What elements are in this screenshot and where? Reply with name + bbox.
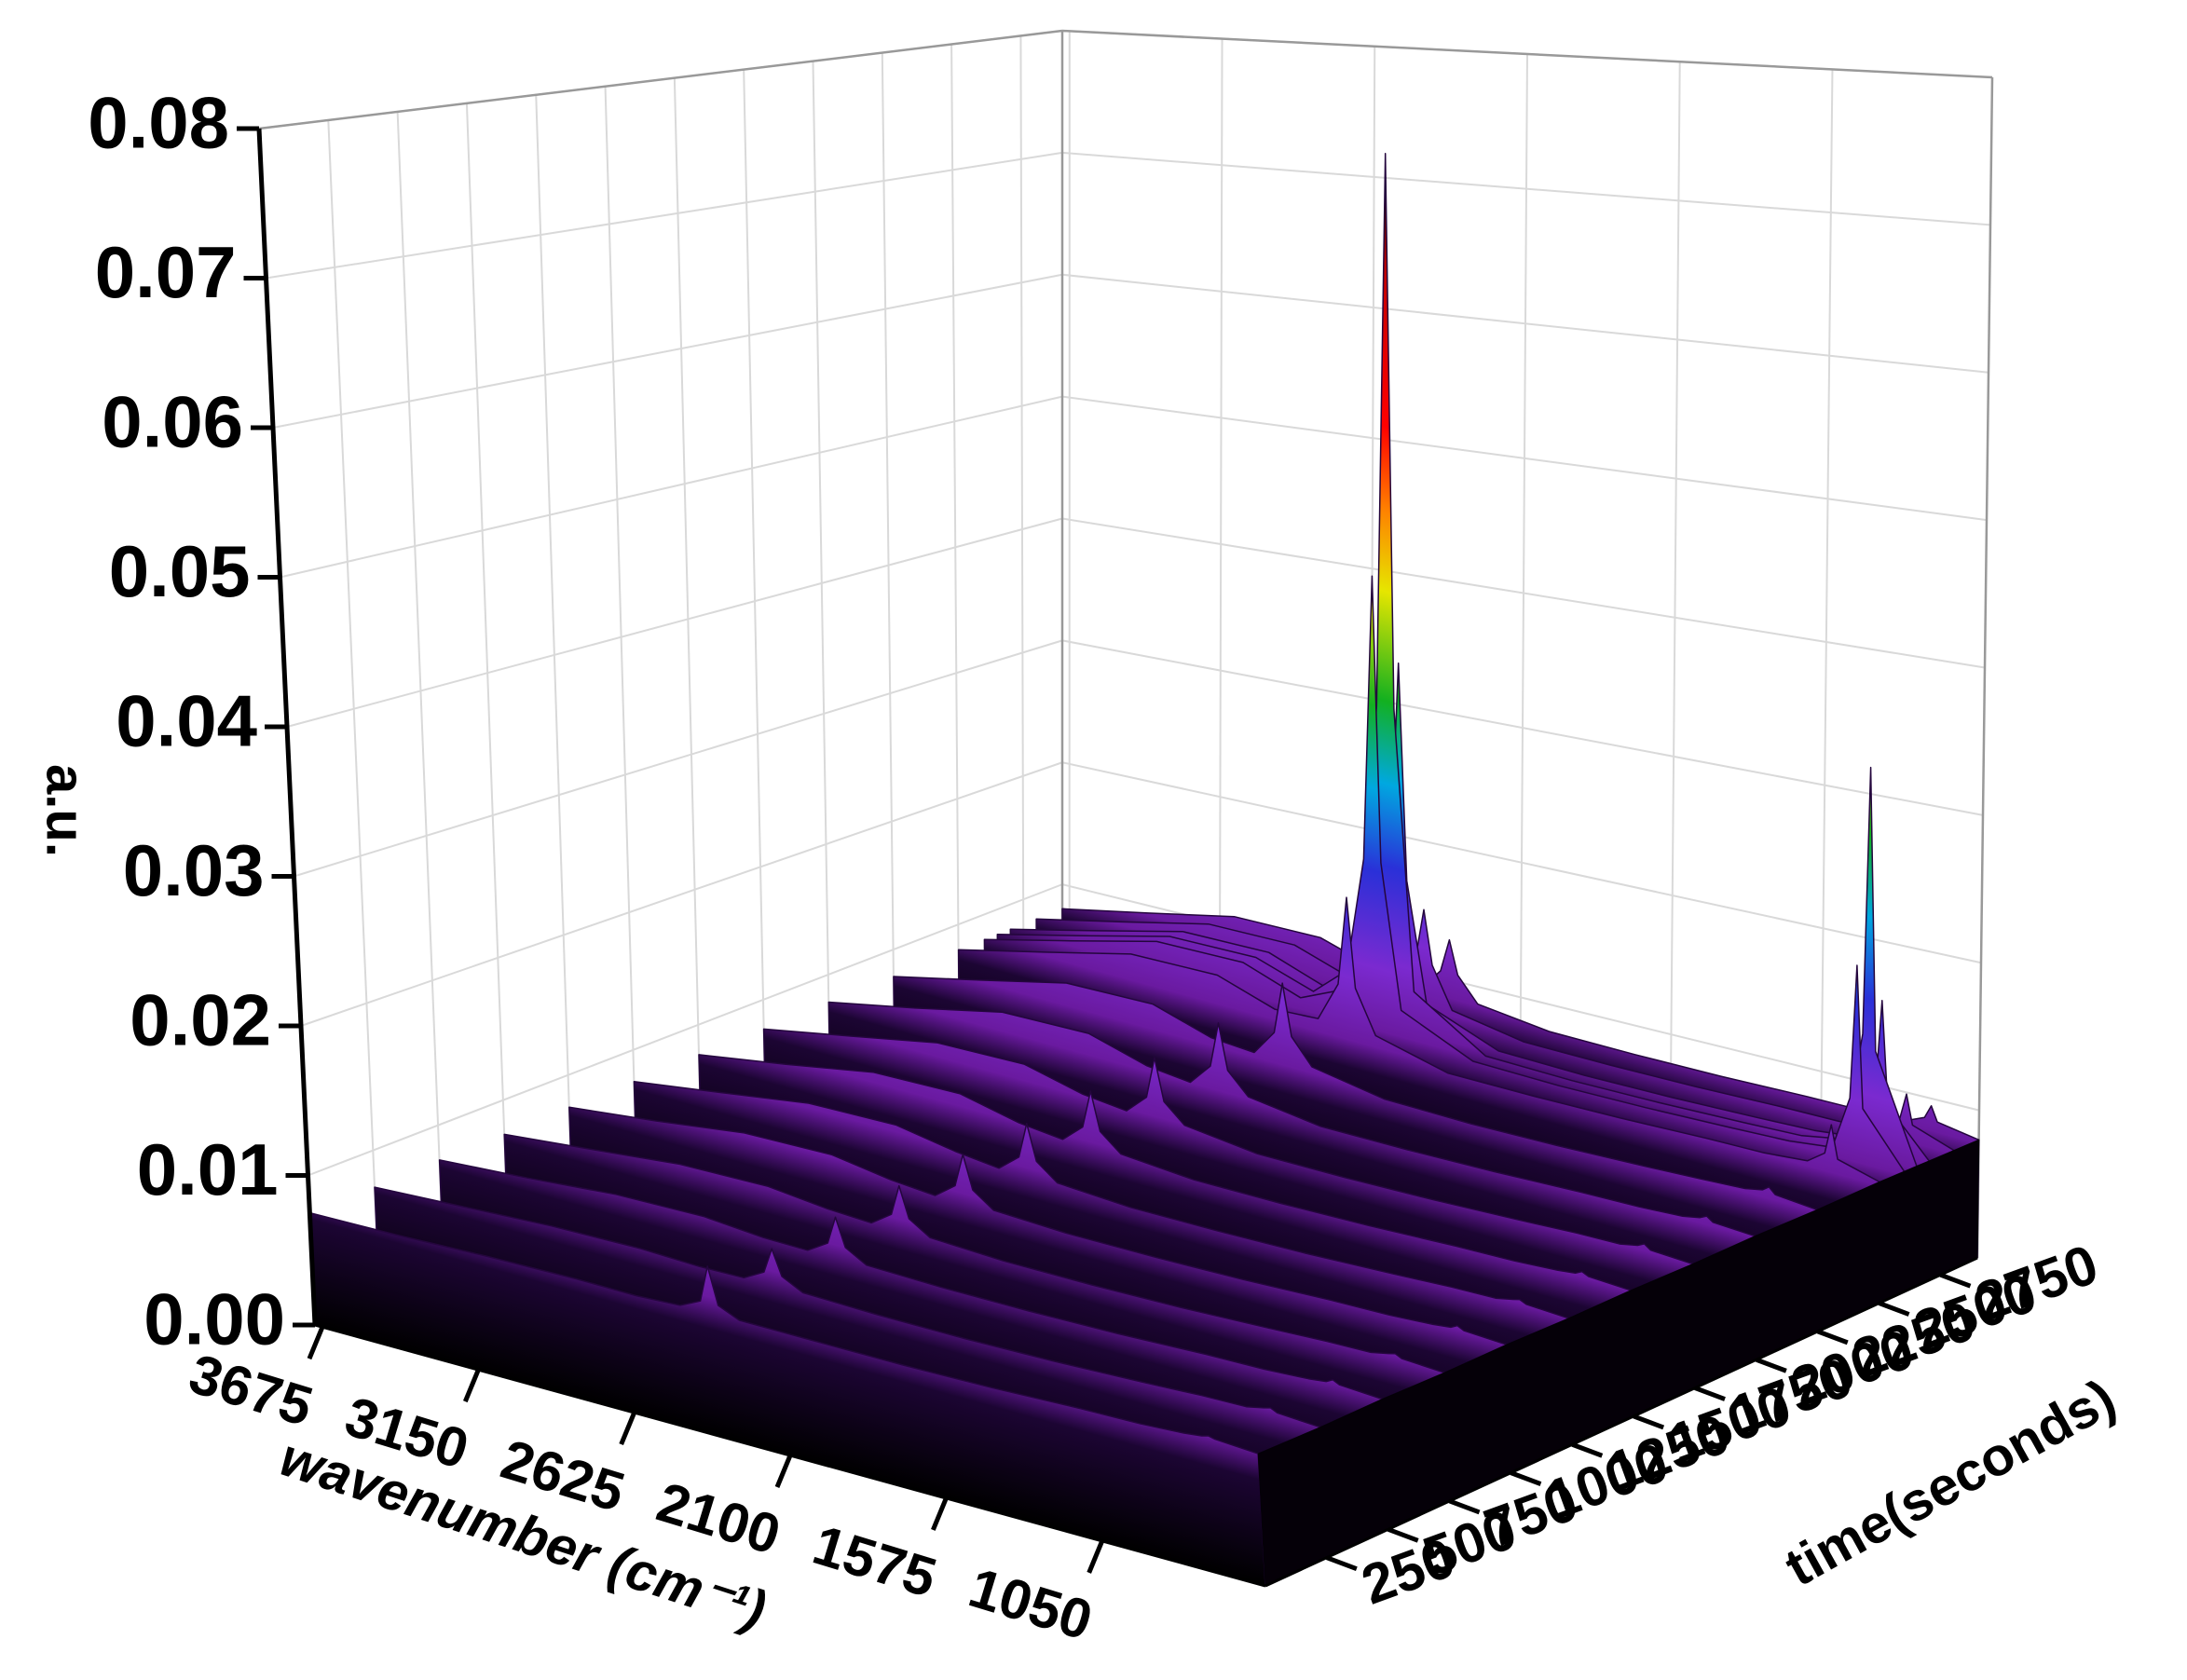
grid-line [1519, 53, 1528, 1133]
z-tick-label: 0.07 [95, 231, 237, 313]
grid-line [812, 61, 832, 1106]
grid-line [1019, 35, 1025, 1023]
y-tick [1878, 1301, 1910, 1317]
x-tick [774, 1455, 793, 1488]
x-tick [463, 1369, 481, 1403]
x-tick-label: 1050 [962, 1556, 1099, 1652]
z-tick-label: 0.08 [88, 82, 229, 164]
wall-edge [258, 29, 1063, 130]
x-tick [619, 1412, 636, 1446]
y-tick [1633, 1414, 1665, 1430]
wall [259, 31, 1062, 1325]
y-tick [1387, 1526, 1419, 1543]
grid-line [881, 52, 896, 1078]
grid-line [300, 761, 1063, 1027]
grid-line [535, 94, 574, 1216]
z-axis-title: a.u. [35, 764, 96, 857]
wall-edge [1061, 29, 1993, 79]
z-tick-label: 0.02 [130, 979, 271, 1061]
grid-line [294, 639, 1063, 878]
grid-line [1669, 61, 1681, 1174]
grid-line [1819, 69, 1834, 1215]
surface-slice [308, 1211, 1266, 1587]
side-face [1257, 1139, 1980, 1587]
z-tick-label: 0.04 [116, 680, 257, 762]
grid-line [286, 517, 1063, 728]
y-tick [1571, 1441, 1604, 1458]
x-tick [931, 1496, 949, 1531]
wall-edge [1975, 76, 1994, 1259]
grid-line [308, 883, 1063, 1177]
grid-line [327, 119, 381, 1298]
y-tick [1816, 1329, 1849, 1345]
grid-line [266, 151, 1063, 280]
grid-line [396, 111, 445, 1271]
grid-line [280, 395, 1063, 579]
grid-line [1218, 38, 1223, 1050]
walls [258, 29, 1994, 1326]
x-tick-label: 1575 [806, 1513, 943, 1609]
grid-line [465, 102, 510, 1243]
y-axis [1264, 1256, 1978, 1588]
grid-line [272, 273, 1063, 429]
surface [308, 152, 1980, 1587]
z-tick-label: 0.05 [109, 530, 251, 612]
x-tick [307, 1326, 325, 1360]
z-tick-label: 0.03 [123, 829, 265, 911]
y-tick [1448, 1498, 1481, 1515]
grid-line [673, 77, 703, 1161]
grid-line [950, 44, 961, 1051]
y-tick [1694, 1386, 1726, 1401]
z-tick-label: 0.06 [102, 381, 243, 463]
y-tick [1325, 1555, 1358, 1571]
grid-line [743, 69, 767, 1133]
grid-line [604, 86, 638, 1188]
z-tick-label: 0.00 [144, 1278, 285, 1360]
z-tick-label: 0.01 [137, 1128, 279, 1210]
y-tick [1756, 1357, 1787, 1373]
y-tick [1939, 1272, 1972, 1289]
x-tick [1087, 1539, 1104, 1574]
y-tick [1510, 1470, 1542, 1486]
